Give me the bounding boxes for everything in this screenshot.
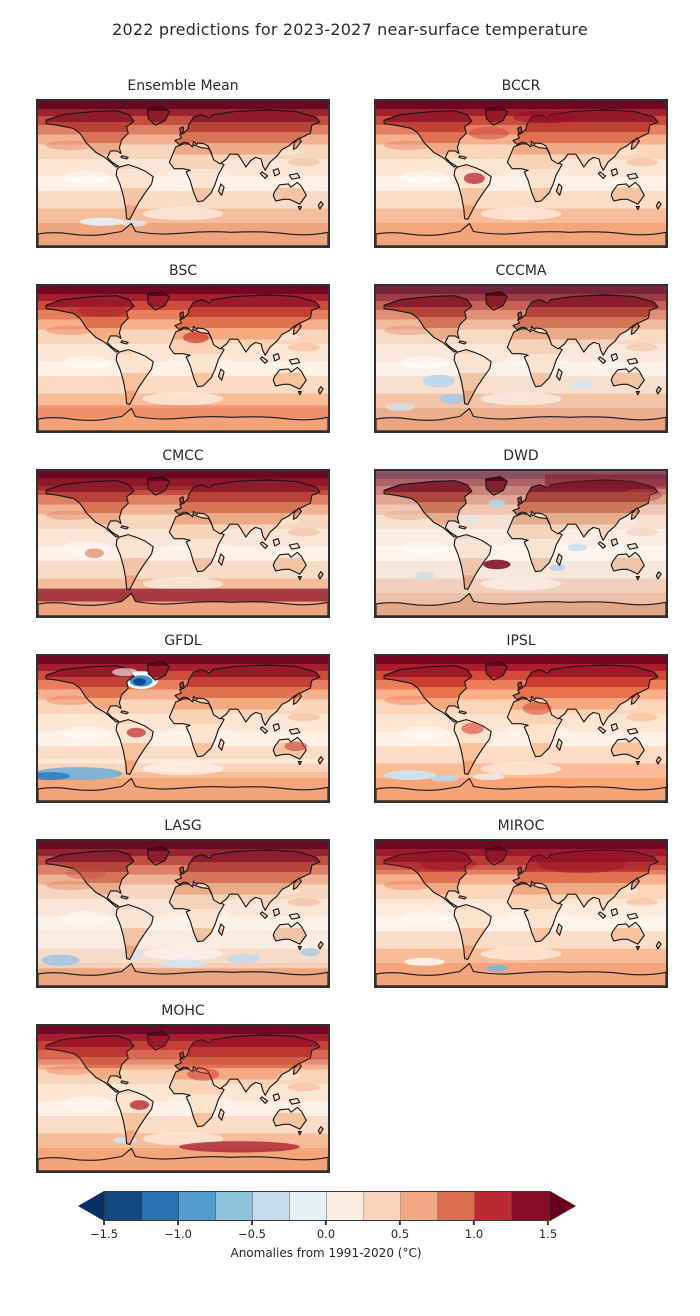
colorbar-segment	[475, 1192, 512, 1220]
colorbar-segment	[142, 1192, 179, 1220]
figure-title: 2022 predictions for 2023-2027 near-surf…	[112, 20, 588, 39]
colorbar-segments	[104, 1191, 550, 1221]
colorbar-segment	[438, 1192, 475, 1220]
map-miroc	[374, 839, 668, 988]
colorbar-label: Anomalies from 1991-2020 (°C)	[230, 1246, 422, 1260]
panel-cccma: CCCMA	[374, 260, 668, 433]
panel-cmcc: CMCC	[36, 445, 330, 618]
panel-title: LASG	[164, 818, 202, 834]
panel-mohc: MOHC	[36, 1000, 330, 1173]
map-ensemble-mean	[36, 99, 330, 248]
panel-ensemble-mean: Ensemble Mean	[36, 75, 330, 248]
panel-gfdl: GFDL	[36, 630, 330, 803]
world-map-svg	[376, 286, 666, 431]
panel-bsc: BSC	[36, 260, 330, 433]
panel-title: CMCC	[162, 448, 204, 464]
map-bsc	[36, 284, 330, 433]
panel-dwd: DWD	[374, 445, 668, 618]
colorbar-segment	[401, 1192, 438, 1220]
colorbar-tick: 1.5	[539, 1220, 557, 1241]
panel-title: IPSL	[506, 633, 536, 649]
map-gfdl	[36, 654, 330, 803]
panel-lasg: LASG	[36, 815, 330, 988]
world-map-svg	[376, 101, 666, 246]
colorbar-extend-right	[550, 1191, 576, 1221]
map-lasg	[36, 839, 330, 988]
panel-miroc: MIROC	[374, 815, 668, 988]
colorbar-tick: 1.0	[465, 1220, 483, 1241]
panel-title: GFDL	[164, 633, 202, 649]
panel-title: DWD	[503, 448, 539, 464]
colorbar-segment	[105, 1192, 142, 1220]
world-map-svg	[38, 101, 328, 246]
colorbar-segment	[216, 1192, 253, 1220]
colorbar-tick: −0.5	[238, 1220, 266, 1241]
colorbar-segment	[179, 1192, 216, 1220]
world-map-svg	[38, 841, 328, 986]
panel-title: MOHC	[161, 1003, 205, 1019]
colorbar-tick: 0.5	[391, 1220, 409, 1241]
panel-title: Ensemble Mean	[127, 78, 239, 94]
colorbar-tick: −1.0	[164, 1220, 192, 1241]
panel-ipsl: IPSL	[374, 630, 668, 803]
world-map-svg	[38, 471, 328, 616]
colorbar-ticks: −1.5 −1.0 −0.5 0.0 0.5 1.0 1.5	[90, 1220, 557, 1242]
world-map-svg	[38, 1026, 328, 1171]
map-dwd	[374, 469, 668, 618]
colorbar-segment	[327, 1192, 364, 1220]
colorbar-tick: 0.0	[317, 1220, 335, 1241]
map-cmcc	[36, 469, 330, 618]
panel-bccr: BCCR	[374, 75, 668, 248]
colorbar-segment	[253, 1192, 290, 1220]
world-map-svg	[38, 656, 328, 801]
panel-title: BSC	[168, 263, 198, 279]
world-map-svg	[376, 841, 666, 986]
panel-title: MIROC	[497, 818, 545, 834]
map-cccma	[374, 284, 668, 433]
map-mohc	[36, 1024, 330, 1173]
colorbar-segment	[364, 1192, 401, 1220]
panel-title: BCCR	[501, 78, 541, 94]
panel-title: CCCMA	[495, 263, 547, 279]
colorbar-segment	[512, 1192, 549, 1220]
colorbar-segment	[290, 1192, 327, 1220]
world-map-svg	[376, 656, 666, 801]
panel-grid: Ensemble Mean BCCR	[36, 75, 668, 1173]
map-bccr	[374, 99, 668, 248]
colorbar-tick: −1.5	[90, 1220, 118, 1241]
map-ipsl	[374, 654, 668, 803]
colorbar: −1.5 −1.0 −0.5 0.0 0.5 1.0 1.5 Anomalies from …	[78, 1191, 576, 1260]
world-map-svg	[38, 286, 328, 431]
world-map-svg	[376, 471, 666, 616]
colorbar-extend-left	[78, 1191, 104, 1221]
